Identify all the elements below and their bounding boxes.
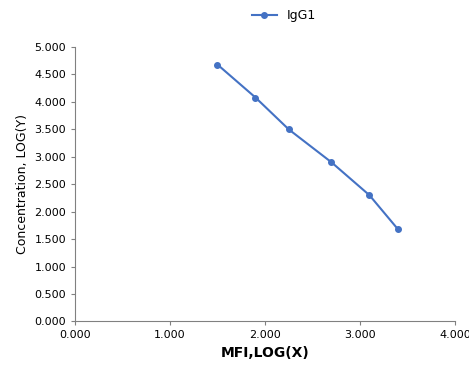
- Line: IgG1: IgG1: [215, 62, 401, 232]
- IgG1: [286, 127, 292, 132]
- IgG1: [367, 193, 372, 198]
- IgG1: [253, 95, 258, 100]
- Legend: IgG1: IgG1: [247, 4, 321, 27]
- IgG1: [215, 62, 220, 67]
- Y-axis label: Concentration, LOG(Y): Concentration, LOG(Y): [15, 114, 29, 254]
- IgG1: [329, 160, 334, 165]
- X-axis label: MFI,LOG(X): MFI,LOG(X): [220, 346, 310, 360]
- IgG1: [395, 227, 401, 232]
